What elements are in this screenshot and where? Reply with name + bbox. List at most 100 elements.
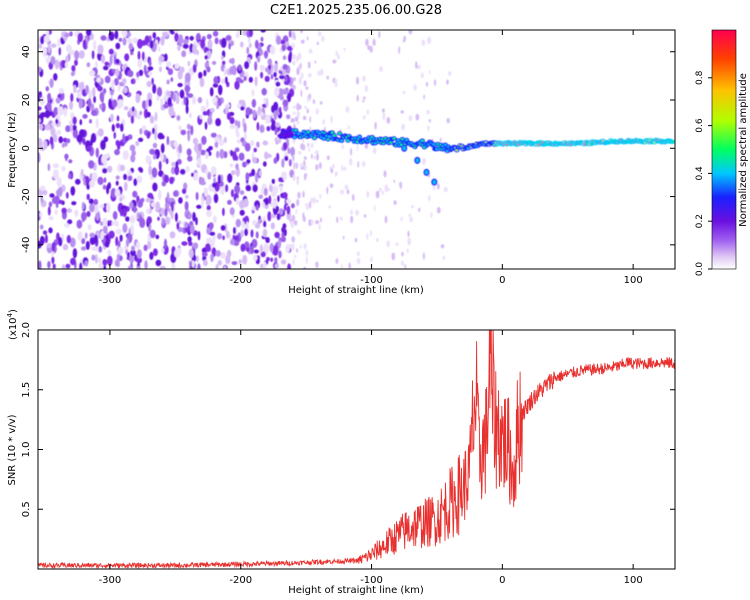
noise-cell — [366, 233, 369, 240]
noise-cell — [275, 35, 282, 45]
noise-cell — [78, 98, 83, 109]
noise-cell — [167, 97, 172, 106]
noise-cell — [296, 111, 301, 117]
noise-cell — [314, 150, 319, 155]
noise-cell — [181, 188, 187, 194]
noise-cell — [166, 90, 172, 97]
noise-cell — [207, 39, 213, 50]
noise-cell — [126, 170, 132, 176]
noise-cell — [112, 211, 118, 220]
noise-cell — [240, 41, 244, 48]
noise-cell — [210, 132, 217, 138]
noise-cell — [58, 47, 62, 56]
noise-cell — [187, 212, 192, 220]
noise-cell — [401, 251, 404, 257]
noise-cell — [130, 51, 134, 56]
noise-cell — [132, 190, 138, 198]
noise-cell — [49, 193, 55, 198]
noise-cell — [171, 261, 176, 269]
noise-cell — [386, 240, 391, 248]
noise-cell — [357, 161, 360, 168]
y-tick-label: 40 — [21, 45, 32, 58]
noise-cell — [184, 221, 189, 228]
noise-cell — [160, 36, 165, 46]
noise-cell — [362, 115, 366, 120]
noise-cell — [188, 112, 193, 119]
noise-cell — [157, 46, 161, 52]
colorbar-ticks: 0.0 0.2 0.4 0.6 0.8 — [695, 70, 712, 276]
noise-cell — [340, 189, 344, 195]
noise-cell — [77, 231, 83, 241]
noise-cell — [286, 114, 291, 120]
noise-cell — [174, 63, 180, 70]
noise-cell — [100, 54, 106, 64]
y-tick-label: 20 — [21, 94, 32, 107]
noise-cell — [135, 140, 140, 147]
noise-cell — [187, 236, 192, 243]
noise-cell — [199, 77, 205, 88]
noise-cell — [248, 172, 252, 177]
noise-cell — [383, 170, 387, 178]
noise-cell — [293, 162, 296, 170]
noise-cell — [212, 30, 219, 37]
noise-cell — [363, 96, 366, 100]
snr-plot-area — [38, 330, 675, 569]
noise-cell — [310, 197, 314, 204]
noise-cell — [124, 53, 130, 62]
noise-cell — [80, 246, 87, 251]
noise-cell — [278, 250, 282, 259]
noise-cell — [89, 203, 95, 213]
noise-cell — [271, 120, 276, 126]
noise-cell — [148, 60, 152, 67]
noise-cell — [321, 35, 325, 42]
noise-cell — [259, 64, 265, 72]
noise-cell — [62, 243, 69, 251]
x-tick-label: -100 — [360, 275, 383, 286]
noise-cell — [53, 107, 59, 116]
noise-cell — [102, 259, 108, 266]
noise-cell — [97, 44, 104, 55]
noise-cell — [341, 144, 345, 150]
noise-cell — [300, 89, 303, 97]
colorbar-tick-label: 0.4 — [695, 166, 705, 181]
noise-cell — [67, 219, 73, 225]
noise-cell — [399, 181, 403, 190]
noise-cell — [149, 40, 154, 49]
noise-cell — [146, 80, 152, 88]
noise-cell — [211, 60, 217, 65]
noise-cell — [197, 231, 201, 241]
noise-cell — [122, 37, 127, 46]
noise-cell — [285, 244, 291, 253]
noise-cell — [374, 121, 377, 130]
noise-cell — [76, 219, 83, 229]
noise-cell — [151, 167, 158, 178]
noise-cell — [160, 143, 165, 154]
noise-cell — [198, 71, 203, 79]
noise-cell — [40, 195, 44, 203]
noise-cell — [148, 165, 152, 176]
noise-cell — [298, 230, 302, 235]
noise-cell — [281, 158, 285, 168]
noise-cell — [116, 140, 121, 150]
noise-cell — [252, 219, 257, 226]
noise-cell — [290, 146, 295, 157]
noise-cell — [85, 175, 89, 186]
x-tick-label: 100 — [624, 275, 643, 286]
noise-cell — [38, 260, 42, 269]
signal-cell — [389, 141, 393, 144]
x-tick-label: 0 — [499, 575, 505, 586]
noise-cell — [292, 31, 296, 39]
noise-cell — [242, 254, 248, 265]
noise-cell — [136, 249, 142, 259]
noise-cell — [263, 187, 268, 196]
noise-cell — [297, 52, 302, 60]
noise-cell — [428, 119, 431, 123]
noise-cell — [302, 190, 305, 198]
noise-cell — [57, 38, 61, 47]
noise-cell — [68, 173, 72, 179]
noise-cell — [274, 263, 280, 269]
noise-cell — [315, 108, 319, 115]
noise-cell — [315, 261, 319, 268]
noise-cell — [70, 257, 76, 266]
noise-cell — [210, 253, 214, 263]
